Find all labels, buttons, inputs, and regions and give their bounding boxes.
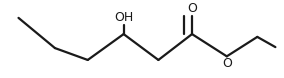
Text: OH: OH bbox=[114, 11, 133, 24]
Text: O: O bbox=[187, 2, 197, 15]
Text: O: O bbox=[222, 57, 232, 70]
